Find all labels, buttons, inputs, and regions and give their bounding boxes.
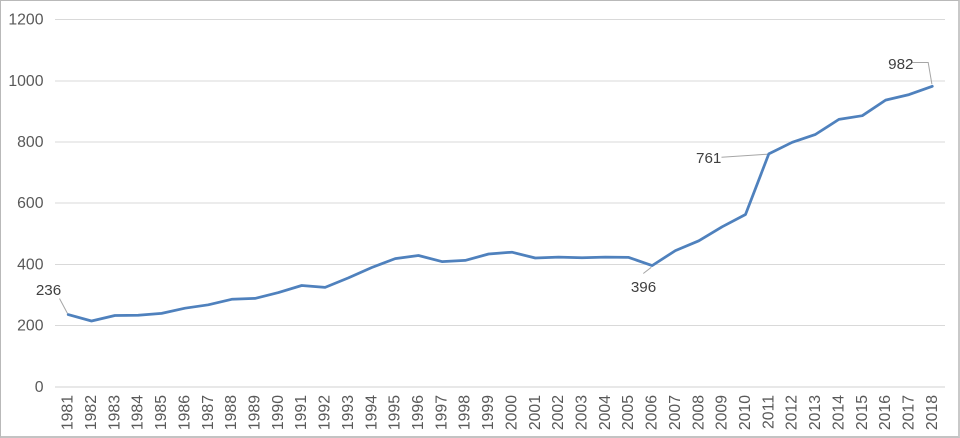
svg-text:1981: 1981 <box>60 395 77 430</box>
svg-text:1995: 1995 <box>387 395 404 430</box>
svg-text:1999: 1999 <box>480 395 497 430</box>
svg-text:2008: 2008 <box>690 395 707 430</box>
svg-text:2017: 2017 <box>901 395 918 430</box>
svg-text:1986: 1986 <box>177 395 194 430</box>
svg-text:2015: 2015 <box>854 395 871 430</box>
svg-text:1984: 1984 <box>130 395 147 430</box>
svg-text:1000: 1000 <box>8 73 43 90</box>
svg-text:2003: 2003 <box>574 395 591 430</box>
svg-text:1997: 1997 <box>433 395 450 430</box>
svg-text:2006: 2006 <box>644 395 661 430</box>
svg-text:2012: 2012 <box>784 395 801 430</box>
svg-text:200: 200 <box>17 318 44 335</box>
svg-text:2000: 2000 <box>503 395 520 430</box>
svg-text:1982: 1982 <box>83 395 100 430</box>
svg-text:1992: 1992 <box>317 395 334 430</box>
svg-text:982: 982 <box>888 56 913 73</box>
svg-text:2014: 2014 <box>830 395 847 430</box>
svg-text:2004: 2004 <box>597 395 614 430</box>
svg-text:2009: 2009 <box>714 395 731 430</box>
svg-text:2011: 2011 <box>760 395 777 429</box>
svg-text:1993: 1993 <box>340 395 357 430</box>
svg-text:1987: 1987 <box>200 395 217 430</box>
svg-text:1991: 1991 <box>293 395 310 430</box>
svg-text:2010: 2010 <box>737 395 754 430</box>
svg-text:1994: 1994 <box>363 395 380 430</box>
svg-text:2013: 2013 <box>807 395 824 430</box>
svg-text:1990: 1990 <box>270 395 287 430</box>
svg-text:600: 600 <box>17 195 44 212</box>
svg-text:2007: 2007 <box>667 395 684 430</box>
svg-text:1996: 1996 <box>410 395 427 430</box>
svg-text:2001: 2001 <box>527 395 544 430</box>
svg-text:1998: 1998 <box>457 395 474 430</box>
svg-text:1983: 1983 <box>106 395 123 430</box>
svg-text:761: 761 <box>696 150 721 167</box>
svg-text:400: 400 <box>17 256 44 273</box>
svg-text:2016: 2016 <box>877 395 894 430</box>
svg-text:396: 396 <box>631 279 656 296</box>
svg-text:1985: 1985 <box>153 395 170 430</box>
svg-text:1200: 1200 <box>8 12 43 29</box>
svg-text:2002: 2002 <box>550 395 567 430</box>
svg-text:2005: 2005 <box>620 395 637 430</box>
svg-text:2018: 2018 <box>924 395 941 430</box>
svg-text:800: 800 <box>17 134 44 151</box>
svg-text:0: 0 <box>35 379 44 396</box>
svg-text:236: 236 <box>36 282 61 299</box>
svg-text:1988: 1988 <box>223 395 240 430</box>
svg-text:1989: 1989 <box>247 395 264 430</box>
